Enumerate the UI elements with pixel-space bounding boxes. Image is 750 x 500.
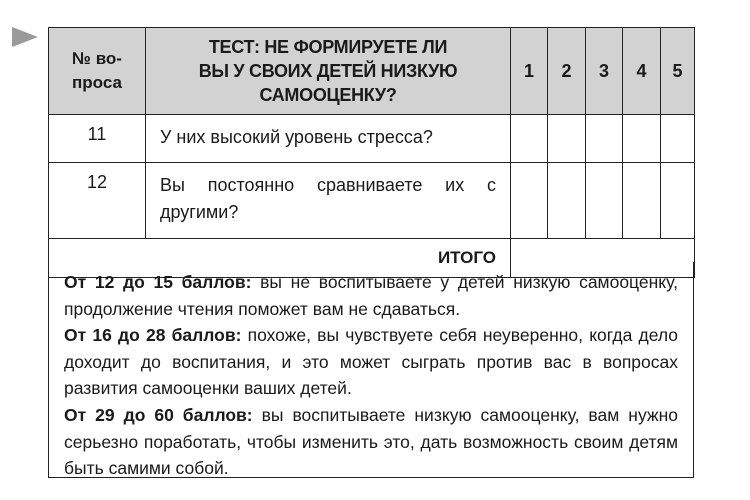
score-cell[interactable] <box>622 162 661 239</box>
score-cell[interactable] <box>510 114 548 163</box>
number-column-header: № во- проса <box>48 27 146 115</box>
score-header-3: 3 <box>585 27 623 115</box>
question-text: У них высокий уровень стресса? <box>145 114 511 163</box>
total-cell[interactable] <box>510 238 695 278</box>
result-range: От 16 до 28 баллов: <box>64 325 242 346</box>
test-table: № во- проса ТЕСТ: НЕ ФОРМИРУЕТЕ ЛИ ВЫ У … <box>48 27 695 278</box>
results-box: От 12 до 15 баллов: вы не воспитываете у… <box>48 262 694 478</box>
header-row: № во- проса ТЕСТ: НЕ ФОРМИРУЕТЕ ЛИ ВЫ У … <box>48 27 695 115</box>
score-header-1: 1 <box>510 27 548 115</box>
question-text: Вы постоянно сравниваете их с другими? <box>145 162 511 239</box>
score-cell[interactable] <box>547 114 586 163</box>
score-cell[interactable] <box>585 162 623 239</box>
result-item: От 12 до 15 баллов: вы не воспитываете у… <box>64 269 678 322</box>
score-cell[interactable] <box>660 162 695 239</box>
triangle-right-icon <box>12 27 38 47</box>
score-cell[interactable] <box>510 162 548 239</box>
score-header-2: 2 <box>547 27 586 115</box>
result-text: вы воспитываете низкую самооценку, вам н… <box>64 404 678 479</box>
result-text: похоже, вы чувствуете себя неуверенно, к… <box>64 325 678 399</box>
result-range: От 29 до 60 баллов: <box>64 404 253 425</box>
score-cell[interactable] <box>585 114 623 163</box>
score-cell[interactable] <box>660 114 695 163</box>
total-row: ИТОГО <box>48 238 695 278</box>
score-header-4: 4 <box>622 27 661 115</box>
score-cell[interactable] <box>547 162 586 239</box>
total-label: ИТОГО <box>48 238 511 278</box>
test-title: ТЕСТ: НЕ ФОРМИРУЕТЕ ЛИ ВЫ У СВОИХ ДЕТЕЙ … <box>145 27 511 115</box>
question-number: 11 <box>48 114 146 163</box>
result-item: От 29 до 60 баллов: вы воспитываете низк… <box>64 402 678 482</box>
table-row: 12 Вы постоянно сравниваете их с другими… <box>48 162 695 239</box>
score-cell[interactable] <box>622 114 661 163</box>
question-number: 12 <box>48 162 146 239</box>
score-header-5: 5 <box>660 27 695 115</box>
table-row: 11 У них высокий уровень стресса? <box>48 114 695 163</box>
result-range: От 12 до 15 баллов: <box>64 272 252 292</box>
result-text: вы не воспитываете у детей низкую самооц… <box>64 272 678 319</box>
result-item: От 16 до 28 баллов: похоже, вы чувствует… <box>64 322 678 402</box>
